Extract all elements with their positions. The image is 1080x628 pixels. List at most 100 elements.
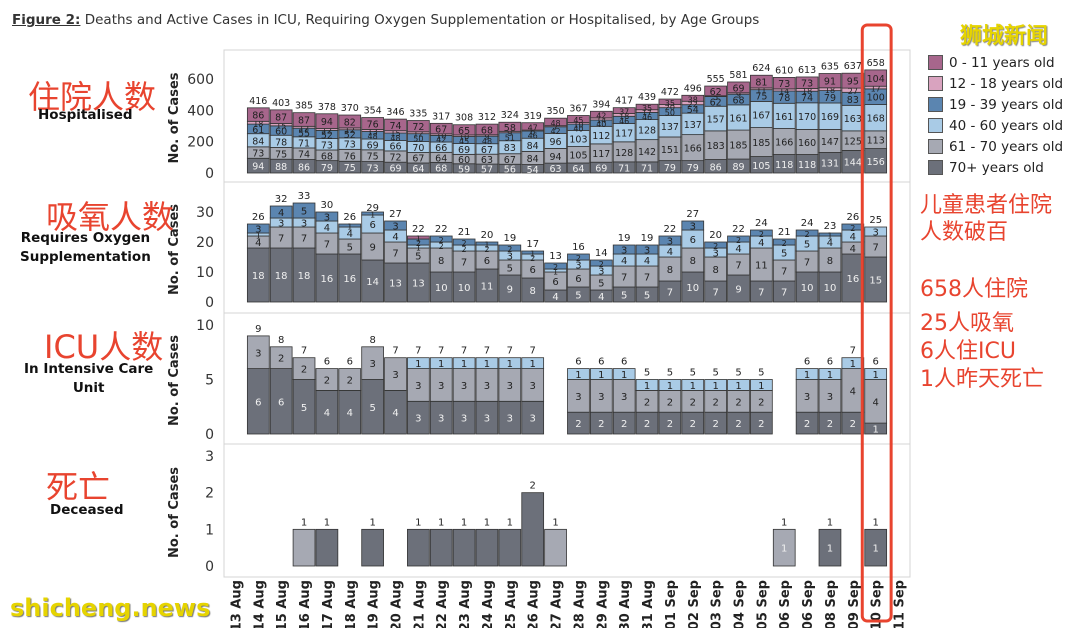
segment-label: 6 bbox=[552, 277, 558, 288]
segment-label: 151 bbox=[661, 145, 679, 156]
x-tick-label: 27 Aug bbox=[550, 580, 565, 628]
x-tick-label: 01 Sep bbox=[664, 580, 679, 628]
segment-label: 1 bbox=[553, 268, 558, 277]
segment-label: 1 bbox=[735, 381, 741, 392]
bar-segment bbox=[429, 528, 453, 567]
x-tick-label: 02 Sep bbox=[687, 580, 702, 628]
segment-label: 2 bbox=[758, 419, 764, 430]
segment-label: 8 bbox=[438, 256, 444, 267]
segment-label: 117 bbox=[592, 149, 610, 160]
segment-label: 9 bbox=[507, 129, 512, 138]
segment-label: 2 bbox=[278, 354, 284, 365]
bar-segment bbox=[567, 253, 590, 261]
segment-label: 35 bbox=[642, 104, 652, 113]
total-label: 7 bbox=[301, 346, 307, 357]
x-tick-label: 28 Aug bbox=[572, 580, 587, 628]
segment-label: 46 bbox=[528, 132, 538, 141]
segment-label: 63 bbox=[481, 155, 493, 166]
icu-en-label: In Intensive Care Unit bbox=[24, 360, 153, 398]
segment-label: 18 bbox=[619, 112, 629, 121]
watermark: shicheng.news bbox=[10, 594, 211, 622]
total-label: 5 bbox=[667, 368, 673, 379]
segment-label: 1 bbox=[712, 381, 718, 392]
total-label: 354 bbox=[364, 106, 382, 117]
bar-segment bbox=[635, 379, 659, 391]
bar-segment bbox=[589, 110, 613, 119]
segment-label: 3 bbox=[484, 381, 490, 392]
total-label: 16 bbox=[572, 242, 585, 253]
total-label: 637 bbox=[844, 61, 862, 72]
segment-label: 2 bbox=[553, 263, 558, 272]
total-label: 7 bbox=[507, 346, 513, 357]
segment-label: 2 bbox=[439, 236, 444, 245]
bar-segment bbox=[475, 123, 499, 136]
segment-label: 14 bbox=[366, 277, 379, 288]
segment-label: 3 bbox=[278, 219, 284, 230]
segment-label: 15 bbox=[390, 129, 400, 138]
segment-label: 7 bbox=[781, 267, 787, 278]
total-label: 613 bbox=[798, 65, 816, 76]
total-label: 346 bbox=[386, 107, 404, 118]
bar-segment bbox=[704, 379, 727, 391]
segment-label: 113 bbox=[867, 136, 885, 147]
annotation-line5: 6人住ICU bbox=[920, 339, 1016, 364]
segment-label: 4 bbox=[552, 292, 558, 303]
segment-label: 17 bbox=[871, 85, 881, 94]
x-tick-label: 17 Aug bbox=[321, 580, 336, 628]
segment-label: 6 bbox=[369, 220, 375, 231]
segment-label: 103 bbox=[569, 134, 587, 145]
segment-label: 79 bbox=[687, 163, 699, 174]
segment-label: 3 bbox=[804, 392, 810, 403]
segment-label: 67 bbox=[481, 145, 493, 156]
segment-label: 2 bbox=[599, 260, 604, 269]
segment-label: 183 bbox=[707, 141, 725, 152]
bar-segment bbox=[818, 73, 842, 89]
total-label: 1 bbox=[781, 517, 787, 528]
bar-segment bbox=[475, 241, 499, 246]
y-tick-label: 30 bbox=[196, 205, 214, 221]
segment-label: 10 bbox=[801, 283, 814, 294]
x-tick-label: 11 Sep bbox=[893, 580, 908, 628]
legend-item: 40 - 60 years old bbox=[928, 115, 1063, 136]
segment-label: 4 bbox=[667, 247, 673, 258]
x-tick-label: 09 Sep bbox=[847, 580, 862, 628]
segment-label: 1 bbox=[347, 223, 352, 232]
segment-label: 67 bbox=[412, 154, 424, 165]
bar-segment bbox=[681, 220, 705, 231]
segment-label: 96 bbox=[550, 137, 562, 148]
bar-segment bbox=[452, 528, 476, 567]
bar-segment bbox=[658, 98, 682, 105]
segment-label: 73 bbox=[367, 163, 379, 174]
segment-label: 2 bbox=[644, 397, 650, 408]
segment-label: 79 bbox=[824, 93, 836, 104]
bar-segment bbox=[704, 85, 727, 97]
bar-segment bbox=[750, 379, 773, 391]
bar-segment bbox=[795, 368, 819, 380]
segment-label: 69 bbox=[389, 164, 401, 175]
total-label: 1 bbox=[484, 517, 490, 528]
segment-label: 7 bbox=[804, 258, 810, 269]
segment-label: 2 bbox=[759, 230, 764, 239]
segment-label: 7 bbox=[712, 288, 718, 299]
bar-segment bbox=[544, 528, 567, 567]
bar-segment bbox=[269, 346, 293, 369]
segment-label: 14 bbox=[596, 116, 606, 125]
segment-label: 89 bbox=[732, 162, 744, 173]
y-axis-label: No. of Cases bbox=[167, 335, 182, 426]
segment-label: 74 bbox=[298, 150, 310, 161]
bar-segment bbox=[452, 238, 476, 246]
segment-label: 3 bbox=[621, 392, 627, 403]
total-label: 308 bbox=[455, 113, 473, 124]
legend-swatch bbox=[928, 118, 943, 133]
segment-label: 2 bbox=[713, 242, 718, 251]
segment-label: 48 bbox=[482, 137, 492, 146]
bar-segment bbox=[681, 379, 705, 391]
oxygen-en-line1: Requires Oxygen bbox=[20, 230, 151, 246]
segment-label: 7 bbox=[278, 234, 284, 245]
segment-label: 131 bbox=[821, 159, 839, 170]
segment-label: 50 bbox=[665, 109, 675, 118]
total-label: 5 bbox=[644, 368, 650, 379]
oxygen-cn-label: 吸氧人数 bbox=[46, 198, 175, 236]
bar-segment bbox=[407, 120, 430, 133]
segment-label: 10 bbox=[459, 133, 469, 142]
